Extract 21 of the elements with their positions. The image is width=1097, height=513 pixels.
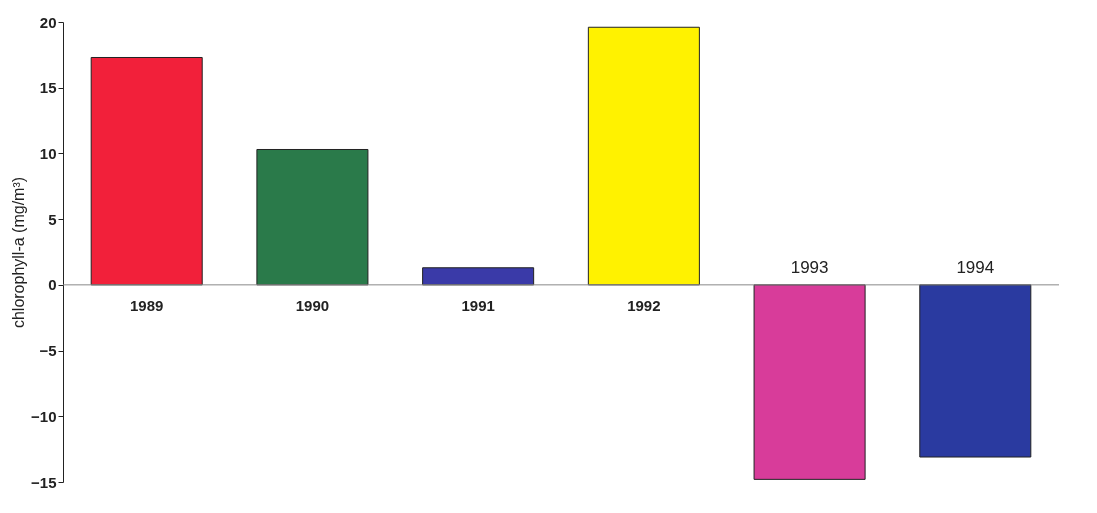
x-tick-label: 1994 [956,257,995,277]
y-tick-label: 5 [48,210,57,228]
bar [422,267,535,286]
x-tick-label: 1989 [130,296,164,314]
bar [919,284,1032,458]
x-tick-label: 1992 [627,296,661,314]
x-tick-label: 1990 [295,296,330,314]
y-tick-label: −10 [31,407,57,425]
y-tick-label: 15 [39,79,57,97]
y-tick-label: 20 [39,13,57,31]
bar [256,148,369,286]
y-tick-label: 10 [39,144,57,162]
bar [90,56,203,286]
y-tick-label: 0 [48,276,57,294]
y-axis-title: chlorophyll-a (mg/m³) [10,176,28,329]
x-tick-label: 1991 [461,296,495,314]
y-tick-label: −5 [39,342,57,360]
bar [753,284,866,480]
y-tick-label: −15 [31,473,57,491]
bar [587,26,700,286]
x-tick-label: 1993 [790,257,829,277]
